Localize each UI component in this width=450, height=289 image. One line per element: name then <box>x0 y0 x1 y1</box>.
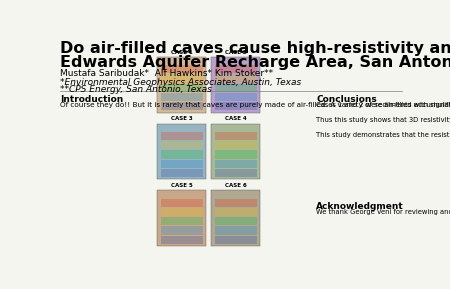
FancyBboxPatch shape <box>215 217 257 225</box>
Text: We thank George Veni for reviewing and improving the flow of the paper.: We thank George Veni for reviewing and i… <box>316 209 450 215</box>
FancyBboxPatch shape <box>215 169 257 177</box>
FancyBboxPatch shape <box>161 74 202 83</box>
FancyBboxPatch shape <box>161 199 202 207</box>
FancyBboxPatch shape <box>215 93 257 101</box>
FancyBboxPatch shape <box>212 57 260 113</box>
FancyBboxPatch shape <box>215 84 257 92</box>
Text: CASE 5: CASE 5 <box>171 183 193 188</box>
FancyBboxPatch shape <box>158 190 206 246</box>
FancyBboxPatch shape <box>161 132 202 140</box>
FancyBboxPatch shape <box>161 84 202 92</box>
FancyBboxPatch shape <box>161 160 202 168</box>
FancyBboxPatch shape <box>161 226 202 235</box>
FancyBboxPatch shape <box>161 102 202 110</box>
FancyBboxPatch shape <box>158 57 206 113</box>
FancyBboxPatch shape <box>215 102 257 110</box>
Text: *Environmental Geophysics Associates, Austin, Texas: *Environmental Geophysics Associates, Au… <box>60 78 301 87</box>
FancyBboxPatch shape <box>161 208 202 216</box>
FancyBboxPatch shape <box>161 65 202 73</box>
FancyBboxPatch shape <box>215 160 257 168</box>
FancyBboxPatch shape <box>161 169 202 177</box>
Text: Do air-filled caves cause high-resistivity anomalies?  A six-case study from the: Do air-filled caves cause high-resistivi… <box>60 41 450 56</box>
Text: Mustafa Saribudak*  Alf Hawkins* Kim Stoker**: Mustafa Saribudak* Alf Hawkins* Kim Stok… <box>60 69 273 78</box>
FancyBboxPatch shape <box>215 226 257 235</box>
Text: Conclusions: Conclusions <box>316 95 377 104</box>
FancyBboxPatch shape <box>161 217 202 225</box>
Text: Introduction: Introduction <box>60 95 123 104</box>
Text: CASE 1: CASE 1 <box>171 50 193 55</box>
Text: CASE 6: CASE 6 <box>225 183 247 188</box>
FancyBboxPatch shape <box>161 150 202 159</box>
Text: CASE 2: CASE 2 <box>225 50 247 55</box>
Text: **CPS Energy, San Antonio, Texas: **CPS Energy, San Antonio, Texas <box>60 85 211 94</box>
FancyBboxPatch shape <box>215 132 257 140</box>
Text: CASE 3: CASE 3 <box>171 116 193 121</box>
FancyBboxPatch shape <box>212 190 260 246</box>
Text: Edwards Aquifer Recharge Area, San Antonio, TX: Edwards Aquifer Recharge Area, San Anton… <box>60 55 450 70</box>
FancyBboxPatch shape <box>161 93 202 101</box>
FancyBboxPatch shape <box>215 199 257 207</box>
FancyBboxPatch shape <box>215 208 257 216</box>
FancyBboxPatch shape <box>212 124 260 179</box>
FancyBboxPatch shape <box>215 74 257 83</box>
FancyBboxPatch shape <box>215 236 257 244</box>
FancyBboxPatch shape <box>215 141 257 149</box>
Text: Cases 1 and 2 were air-filled with significant void/separation. Case 1 was dry b: Cases 1 and 2 were air-filled with signi… <box>316 101 450 138</box>
Text: Acknowledgment: Acknowledgment <box>316 202 404 211</box>
FancyBboxPatch shape <box>215 65 257 73</box>
FancyBboxPatch shape <box>161 236 202 244</box>
Text: Of course they do!! But it is rarely that caves are purely made of air-filled. A: Of course they do!! But it is rarely tha… <box>60 101 450 108</box>
Text: CASE 4: CASE 4 <box>225 116 247 121</box>
FancyBboxPatch shape <box>158 124 206 179</box>
FancyBboxPatch shape <box>215 150 257 159</box>
FancyBboxPatch shape <box>161 141 202 149</box>
